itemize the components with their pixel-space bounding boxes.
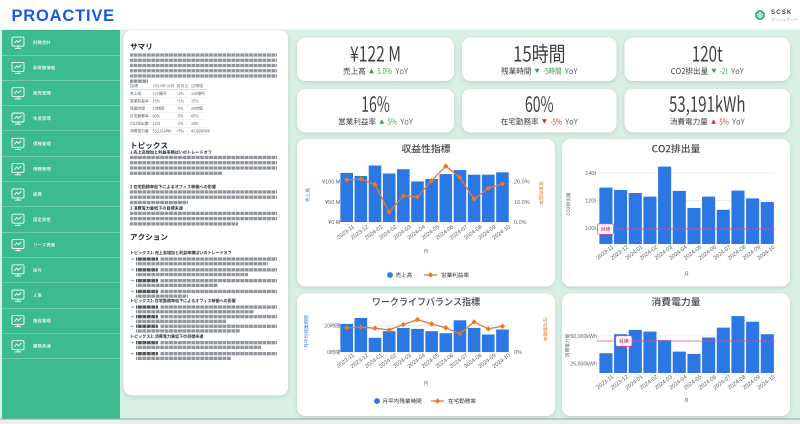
svg-text:120t: 120t bbox=[585, 199, 596, 205]
svg-text:10.0%: 10.0% bbox=[514, 200, 530, 206]
svg-text:50,000kWh: 50,000kWh bbox=[570, 334, 597, 340]
svg-text:¥100 M: ¥100 M bbox=[322, 180, 341, 186]
svg-text:140t: 140t bbox=[585, 171, 596, 177]
svg-text:100t: 100t bbox=[585, 226, 596, 232]
svg-text:25,000kWh: 25,000kWh bbox=[570, 362, 597, 368]
svg-text:0%: 0% bbox=[514, 350, 522, 356]
svg-text:¥50 M: ¥50 M bbox=[325, 200, 341, 206]
svg-text:¥0 M: ¥0 M bbox=[328, 220, 341, 226]
svg-text:0.0%: 0.0% bbox=[514, 220, 527, 226]
svg-text:20.0%: 20.0% bbox=[514, 180, 530, 186]
